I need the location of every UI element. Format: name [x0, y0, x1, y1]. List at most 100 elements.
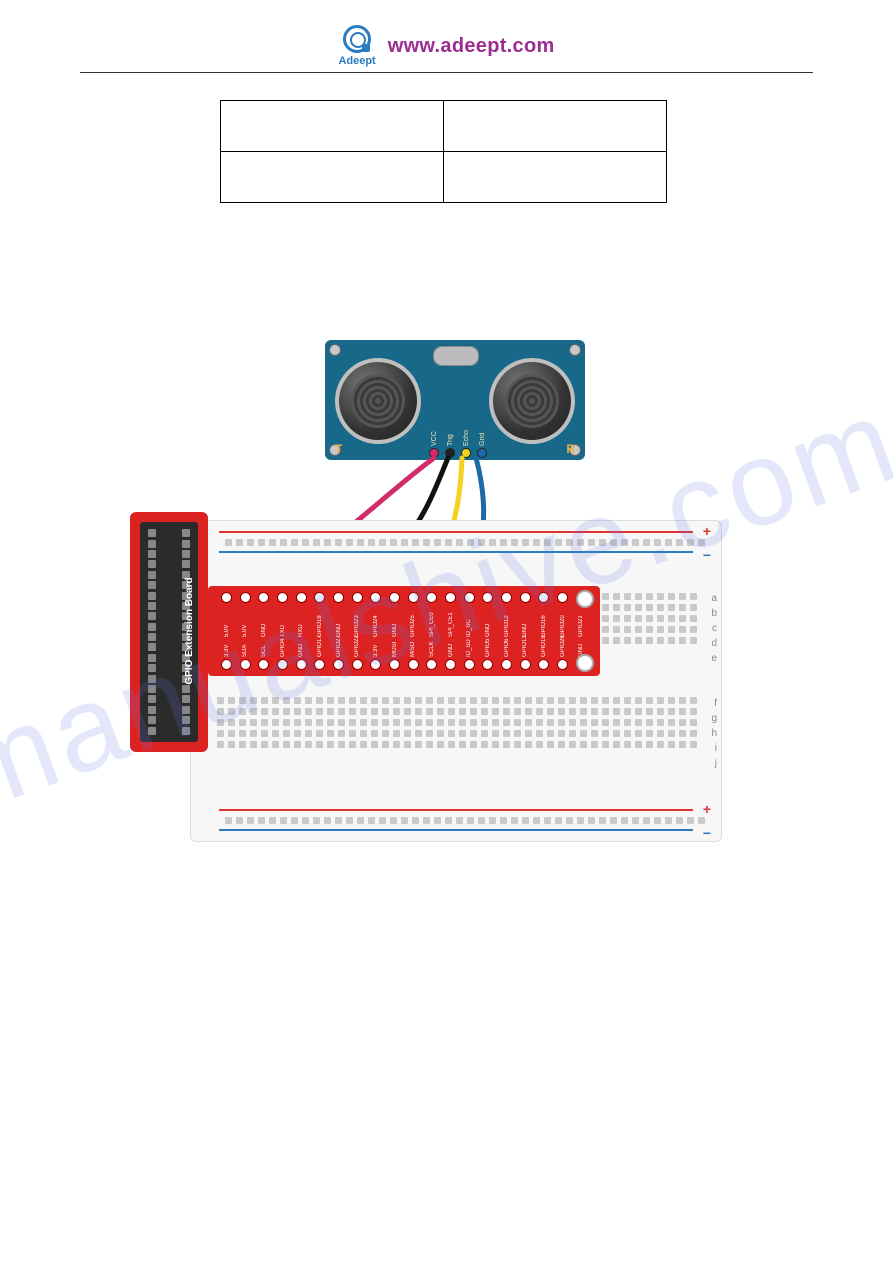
gpio-hole-icon [258, 659, 269, 670]
row-label: d [711, 638, 717, 649]
breadboard-hole [668, 730, 675, 737]
breadboard-hole [305, 697, 312, 704]
breadboard-hole [698, 817, 705, 824]
breadboard-hole [489, 539, 496, 546]
breadboard-hole [250, 741, 257, 748]
gpio-hole-icon [464, 592, 475, 603]
gpio-hole-icon [408, 592, 419, 603]
gpio-hole-icon [538, 592, 549, 603]
breadboard-hole [690, 604, 697, 611]
breadboard-hole [514, 697, 521, 704]
breadboard-hole [591, 741, 598, 748]
gpio-pin: GPIO4 [274, 623, 291, 670]
breadboard-hole [657, 730, 664, 737]
breadboard-hole [624, 741, 631, 748]
gpio-pin-label: GND [578, 625, 584, 657]
breadboard-hole [280, 817, 287, 824]
breadboard-hole [426, 741, 433, 748]
breadboard-hole [668, 593, 675, 600]
minus-icon: − [703, 547, 711, 563]
gpio-pin-label: GPIO17 [317, 625, 323, 657]
gpio-pin: GPIO17 [311, 623, 328, 670]
pin-label: Gnd [479, 418, 486, 446]
breadboard-hole [467, 539, 474, 546]
logo-text: Adeept [338, 55, 375, 67]
breadboard-hole [283, 708, 290, 715]
breadboard-hole [668, 615, 675, 622]
breadboard-hole [294, 708, 301, 715]
breadboard-hole [481, 697, 488, 704]
breadboard-hole [536, 719, 543, 726]
breadboard-hole [349, 741, 356, 748]
breadboard-hole [492, 697, 499, 704]
breadboard-hole [492, 741, 499, 748]
connector-pin-pair [148, 716, 190, 724]
breadboard-hole [525, 741, 532, 748]
breadboard-hole [434, 817, 441, 824]
connector-pin-icon [148, 716, 156, 724]
gpio-hole-icon [296, 592, 307, 603]
breadboard-hole [665, 817, 672, 824]
gpio-pin: GND [442, 623, 459, 670]
breadboard-hole [456, 817, 463, 824]
breadboard-hole [324, 539, 331, 546]
breadboard-hole [500, 817, 507, 824]
breadboard-hole [236, 817, 243, 824]
gpio-hole-icon [389, 659, 400, 670]
breadboard-hole [547, 730, 554, 737]
breadboard-hole [236, 539, 243, 546]
breadboard-hole [415, 708, 422, 715]
breadboard-hole [536, 697, 543, 704]
breadboard-hole [646, 604, 653, 611]
plus-icon: + [703, 523, 711, 539]
breadboard-hole [525, 719, 532, 726]
breadboard-hole [577, 539, 584, 546]
breadboard-hole [217, 719, 224, 726]
gpio-pin-label: GPIO5 [485, 625, 491, 657]
breadboard-hole [481, 719, 488, 726]
breadboard-hole [613, 637, 620, 644]
breadboard-hole [580, 719, 587, 726]
breadboard-hole [643, 539, 650, 546]
connector-pin-icon [182, 529, 190, 537]
header-url: www.adeept.com [388, 35, 555, 58]
table-cell [221, 152, 444, 203]
breadboard-hole [404, 697, 411, 704]
breadboard-hole [690, 626, 697, 633]
breadboard-hole [426, 719, 433, 726]
gpio-hole-icon [333, 592, 344, 603]
breadboard-hole [591, 719, 598, 726]
pin-dot-icon [461, 448, 471, 458]
breadboard-row [217, 697, 695, 704]
breadboard-hole [393, 730, 400, 737]
breadboard-hole [690, 708, 697, 715]
gpio-pin-label: ID_SD [466, 625, 472, 657]
breadboard-hole [646, 730, 653, 737]
breadboard-hole [335, 817, 342, 824]
breadboard-hole [272, 719, 279, 726]
breadboard-hole [448, 741, 455, 748]
breadboard-hole [599, 539, 606, 546]
breadboard-hole [679, 593, 686, 600]
breadboard-hole [393, 697, 400, 704]
gpio-pin: GPIO19 [535, 623, 552, 670]
connector-pin-icon [148, 581, 156, 589]
breadboard-hole [459, 730, 466, 737]
breadboard-hole [635, 615, 642, 622]
breadboard-hole [316, 730, 323, 737]
breadboard-hole [283, 719, 290, 726]
breadboard-hole [544, 817, 551, 824]
gpio-pin-label: GND [298, 625, 304, 657]
breadboard-hole [313, 539, 320, 546]
breadboard-hole [687, 539, 694, 546]
breadboard-hole [613, 730, 620, 737]
connector-pin-icon [182, 727, 190, 735]
breadboard-hole [690, 697, 697, 704]
breadboard-hole [676, 539, 683, 546]
breadboard-hole [591, 697, 598, 704]
connector-pin-icon [148, 623, 156, 631]
breadboard-hole [624, 730, 631, 737]
connector-pin-pair [148, 727, 190, 735]
breadboard-hole [602, 593, 609, 600]
breadboard-hole [569, 719, 576, 726]
